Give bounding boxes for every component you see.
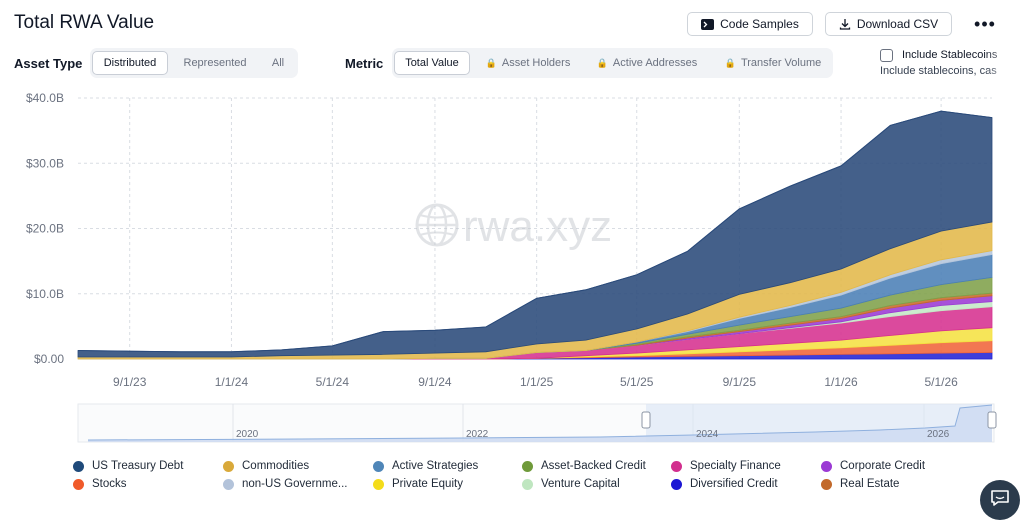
metric-transfer-volume[interactable]: 🔒 Transfer Volume xyxy=(716,51,830,75)
legend-dot-icon xyxy=(373,460,384,472)
navigator-year-label: 2022 xyxy=(466,429,489,440)
legend-item[interactable]: Asset-Backed Credit xyxy=(522,460,646,472)
metric-label: Metric xyxy=(345,56,384,71)
download-icon xyxy=(839,18,851,30)
y-tick-label: $20.0B xyxy=(26,222,64,236)
legend-label: Active Strategies xyxy=(392,460,479,472)
time-range-navigator[interactable]: 2020 2022 2024 2026 xyxy=(0,400,1024,450)
legend-item[interactable]: Stocks xyxy=(73,478,127,490)
chat-support-button[interactable] xyxy=(980,480,1020,520)
legend-label: Diversified Credit xyxy=(690,478,778,490)
metric-selector: Total Value 🔒 Asset Holders 🔒 Active Addre… xyxy=(392,48,833,78)
navigator-left-handle[interactable] xyxy=(641,411,651,429)
include-stablecoins-checkbox[interactable] xyxy=(880,49,893,62)
x-tick-label: 5/1/25 xyxy=(620,375,654,389)
legend-dot-icon xyxy=(73,478,84,490)
metric-active-addresses-label: Active Addresses xyxy=(612,57,698,69)
legend-item[interactable]: Venture Capital xyxy=(522,478,620,490)
legend-dot-icon xyxy=(821,478,832,490)
legend-dot-icon xyxy=(522,478,533,490)
navigator-year-label: 2020 xyxy=(236,429,259,440)
legend-item[interactable]: Private Equity xyxy=(373,478,463,490)
x-tick-label: 1/1/26 xyxy=(824,375,858,389)
lock-icon: 🔒 xyxy=(596,57,608,68)
legend-label: Corporate Credit xyxy=(840,460,926,472)
legend-label: Private Equity xyxy=(392,478,463,490)
watermark-text: rwa.xyz xyxy=(463,202,612,251)
legend-item[interactable]: US Treasury Debt xyxy=(73,460,183,472)
legend-label: non-US Governme... xyxy=(242,478,348,490)
legend-dot-icon xyxy=(73,460,84,472)
metric-asset-holders[interactable]: 🔒 Asset Holders xyxy=(478,51,578,75)
total-value-line xyxy=(77,110,993,353)
metric-transfer-volume-label: Transfer Volume xyxy=(740,57,822,69)
asset-type-represented[interactable]: Represented xyxy=(183,57,247,69)
include-stablecoins-label: Include Stablecoins xyxy=(902,49,998,61)
legend-item[interactable]: Corporate Credit xyxy=(821,460,925,472)
download-csv-button[interactable]: Download CSV xyxy=(825,12,952,36)
navigator-right-handle[interactable] xyxy=(987,411,997,429)
code-samples-button[interactable]: Code Samples xyxy=(687,12,813,36)
metric-total-value[interactable]: Total Value xyxy=(394,51,470,75)
asset-type-all[interactable]: All xyxy=(271,57,285,69)
legend-label: US Treasury Debt xyxy=(92,460,184,472)
legend-dot-icon xyxy=(821,460,832,472)
x-tick-label: 9/1/25 xyxy=(723,375,757,389)
include-stablecoins-sublabel: Include stablecoins, cas xyxy=(880,65,997,77)
x-tick-label: 1/1/25 xyxy=(520,375,554,389)
legend-item[interactable]: Diversified Credit xyxy=(671,478,778,490)
legend-dot-icon xyxy=(671,460,682,472)
legend-item[interactable]: Commodities xyxy=(223,460,309,472)
navigator-year-label: 2026 xyxy=(927,429,950,440)
legend-label: Commodities xyxy=(242,460,310,472)
legend-dot-icon xyxy=(223,460,234,472)
asset-type-label: Asset Type xyxy=(14,56,83,71)
legend-dot-icon xyxy=(223,478,234,490)
x-tick-label: 5/1/24 xyxy=(316,375,350,389)
legend-dot-icon xyxy=(522,460,533,472)
legend-label: Specialty Finance xyxy=(690,460,781,472)
legend-item[interactable]: Active Strategies xyxy=(373,460,478,472)
y-tick-label: $30.0B xyxy=(26,156,64,170)
lock-icon: 🔒 xyxy=(485,57,497,68)
legend-label: Asset-Backed Credit xyxy=(541,460,646,472)
page-title: Total RWA Value xyxy=(14,12,155,33)
legend-item[interactable]: Real Estate xyxy=(821,478,899,490)
rwa-stacked-area-chart[interactable]: $0.00 $10.0B $20.0B $30.0B $40.0B 9/1/23 1/1/… xyxy=(0,0,1024,400)
legend-dot-icon xyxy=(671,478,682,490)
x-tick-label: 5/1/26 xyxy=(924,375,958,389)
legend-item[interactable]: Specialty Finance xyxy=(671,460,781,472)
x-tick-label: 9/1/23 xyxy=(113,375,147,389)
legend-item[interactable]: non-US Governme... xyxy=(223,478,347,490)
asset-type-distributed[interactable]: Distributed xyxy=(92,51,168,75)
y-tick-label: $0.00 xyxy=(34,352,64,366)
y-tick-label: $10.0B xyxy=(26,287,64,301)
legend-dot-icon xyxy=(373,478,384,490)
legend-label: Venture Capital xyxy=(541,478,620,490)
x-tick-label: 9/1/24 xyxy=(418,375,452,389)
x-tick-label: 1/1/24 xyxy=(215,375,249,389)
asset-type-selector: Distributed Represented All xyxy=(90,48,298,78)
more-options-icon[interactable]: ••• xyxy=(974,13,996,34)
metric-active-addresses[interactable]: 🔒 Active Addresses xyxy=(588,51,706,75)
metric-asset-holders-label: Asset Holders xyxy=(501,57,571,69)
legend-label: Real Estate xyxy=(840,478,900,490)
lock-icon: 🔒 xyxy=(724,57,736,68)
chat-icon xyxy=(990,489,1010,512)
y-tick-label: $40.0B xyxy=(26,91,64,105)
terminal-icon xyxy=(701,18,715,30)
navigator-year-label: 2024 xyxy=(696,429,719,440)
download-csv-label: Download CSV xyxy=(856,17,939,31)
rwa-watermark: rwa.xyz xyxy=(415,202,612,251)
legend-label: Stocks xyxy=(92,478,127,490)
code-samples-label: Code Samples xyxy=(720,17,799,31)
